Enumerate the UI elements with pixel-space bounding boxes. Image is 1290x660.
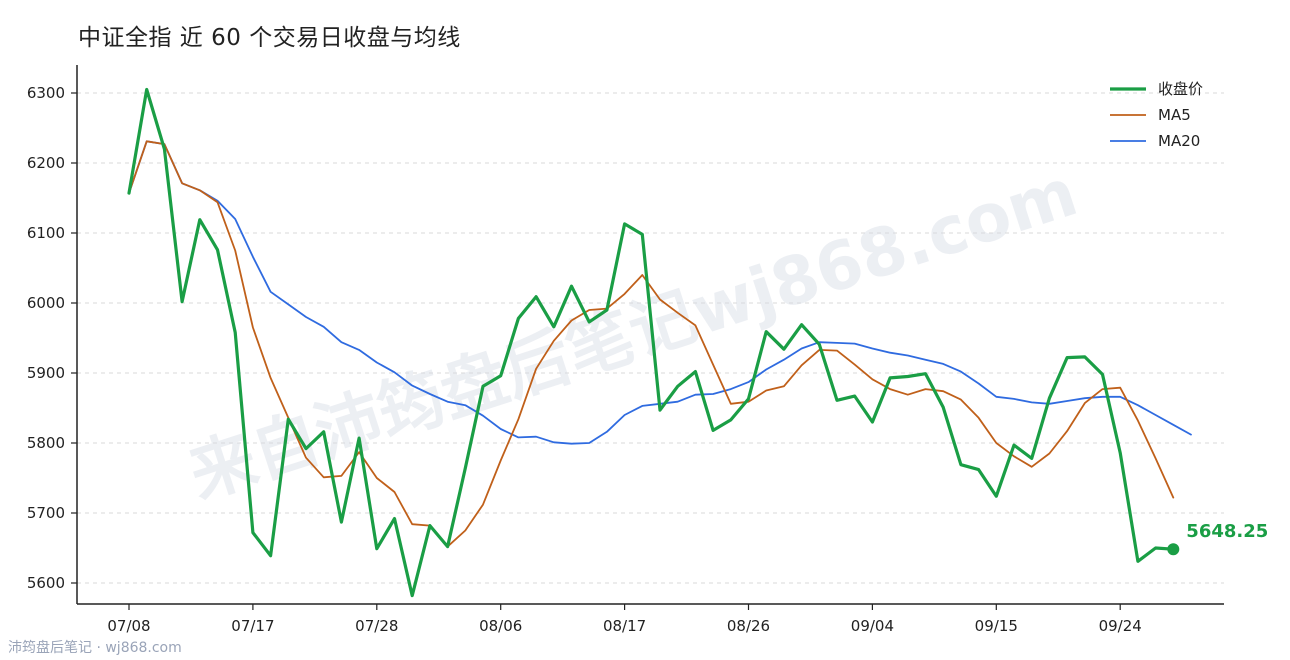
series-line-close [127, 87, 1175, 598]
watermark: 来自沛筠盘后笔记wj868.com [180, 154, 1086, 514]
y-tick-label: 5600 [27, 574, 65, 592]
legend-label: 收盘价 [1158, 80, 1203, 98]
last-close-marker [1167, 543, 1180, 556]
axes: 5600 5700 5800 5900 6000 6100 6200 6300 07/08 07/… [27, 65, 1224, 635]
y-tick-label: 5700 [27, 504, 65, 522]
x-tick-label: 08/26 [727, 617, 770, 635]
y-tick-label: 6200 [27, 154, 65, 172]
x-tick-label: 07/17 [231, 617, 274, 635]
data-labels: 5648.25 [1167, 521, 1268, 556]
last-close-value-label: 5648.25 [1186, 521, 1268, 542]
y-tick-label: 6000 [27, 294, 65, 312]
series-line-ma5 [128, 140, 1175, 548]
series-lines [127, 87, 1192, 598]
watermark-text: 来自沛筠盘后笔记wj868.com [180, 154, 1086, 514]
x-tick-label: 07/08 [107, 617, 150, 635]
x-tick-label: 09/15 [975, 617, 1018, 635]
chart-title: 中证全指 近 60 个交易日收盘与均线 [78, 25, 461, 51]
legend: 收盘价 MA5 MA20 [1110, 80, 1203, 150]
grid-lines [77, 92, 1224, 584]
x-tick-label: 09/04 [851, 617, 894, 635]
x-tick-label: 08/17 [603, 617, 646, 635]
y-tick-label: 6300 [27, 84, 65, 102]
legend-label: MA20 [1158, 132, 1200, 150]
footer-credit: 沛筠盘后笔记 · wj868.com [8, 640, 182, 656]
x-tick-label: 07/28 [355, 617, 398, 635]
y-tick-label: 5900 [27, 364, 65, 382]
legend-label: MA5 [1158, 106, 1191, 124]
y-tick-label: 5800 [27, 434, 65, 452]
x-tick-label: 08/06 [479, 617, 522, 635]
x-tick-label: 09/24 [1099, 617, 1142, 635]
y-tick-label: 6100 [27, 224, 65, 242]
